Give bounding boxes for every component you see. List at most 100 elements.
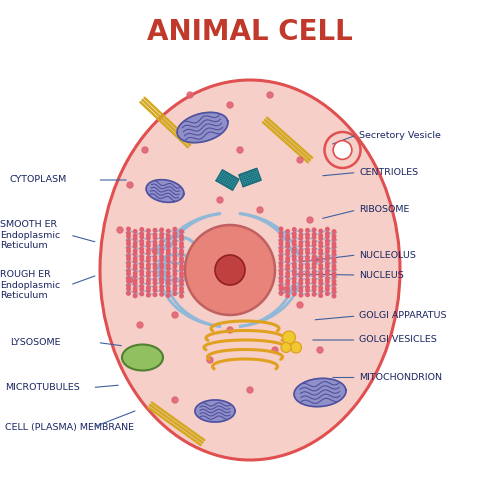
Circle shape [134, 274, 137, 278]
Circle shape [332, 260, 336, 264]
Text: CELL (PLASMA) MEMBRANE: CELL (PLASMA) MEMBRANE [5, 423, 134, 432]
Circle shape [292, 280, 296, 283]
Circle shape [166, 267, 170, 270]
Circle shape [146, 266, 150, 270]
Circle shape [299, 256, 302, 260]
Circle shape [173, 284, 176, 288]
Circle shape [127, 272, 130, 276]
Circle shape [299, 274, 302, 278]
Circle shape [326, 254, 329, 258]
Circle shape [180, 257, 183, 260]
Circle shape [332, 264, 336, 268]
Circle shape [306, 293, 309, 296]
Circle shape [173, 262, 176, 266]
Circle shape [286, 294, 290, 298]
Circle shape [160, 236, 164, 239]
Circle shape [173, 270, 176, 273]
Circle shape [306, 228, 309, 232]
Circle shape [326, 247, 329, 250]
Circle shape [312, 285, 316, 288]
Circle shape [332, 257, 336, 260]
Circle shape [319, 294, 322, 298]
Circle shape [166, 249, 170, 252]
Circle shape [292, 254, 296, 258]
Circle shape [282, 287, 288, 293]
Circle shape [180, 280, 183, 283]
Circle shape [286, 244, 290, 248]
Circle shape [279, 239, 283, 242]
Circle shape [286, 282, 290, 286]
Circle shape [319, 286, 322, 290]
Circle shape [332, 280, 336, 283]
Circle shape [153, 281, 157, 284]
Circle shape [140, 242, 143, 246]
Circle shape [299, 259, 302, 262]
Circle shape [279, 269, 283, 272]
Circle shape [160, 250, 164, 254]
Circle shape [299, 266, 302, 270]
Text: SMOOTH ER
Endoplasmic
Reticulum: SMOOTH ER Endoplasmic Reticulum [0, 220, 60, 250]
Circle shape [134, 264, 137, 268]
Circle shape [180, 234, 183, 238]
Circle shape [319, 290, 322, 293]
Ellipse shape [100, 80, 400, 460]
Circle shape [160, 258, 164, 262]
Circle shape [317, 347, 323, 353]
Circle shape [140, 258, 143, 261]
Circle shape [140, 277, 143, 280]
Circle shape [326, 262, 329, 266]
Circle shape [127, 254, 130, 258]
Circle shape [312, 255, 316, 258]
Circle shape [134, 279, 137, 282]
Circle shape [137, 322, 143, 328]
Circle shape [324, 132, 360, 168]
Circle shape [173, 258, 176, 261]
Circle shape [140, 284, 143, 288]
Circle shape [290, 342, 302, 353]
Circle shape [153, 251, 157, 254]
Circle shape [146, 294, 150, 297]
Circle shape [153, 244, 157, 247]
Circle shape [146, 271, 150, 274]
Circle shape [319, 267, 322, 270]
Circle shape [319, 264, 322, 268]
Circle shape [180, 290, 183, 294]
Circle shape [127, 269, 130, 272]
Circle shape [306, 251, 309, 254]
Circle shape [306, 288, 309, 292]
Circle shape [292, 262, 296, 266]
Circle shape [306, 233, 309, 236]
Circle shape [134, 282, 137, 286]
Circle shape [140, 262, 143, 266]
Circle shape [160, 228, 164, 232]
Circle shape [166, 264, 170, 268]
Circle shape [292, 228, 296, 231]
Circle shape [286, 230, 290, 233]
Circle shape [307, 217, 313, 223]
Circle shape [247, 387, 253, 393]
Circle shape [134, 256, 137, 260]
Circle shape [180, 264, 183, 268]
Circle shape [153, 274, 157, 277]
Text: CENTRIOLES: CENTRIOLES [359, 168, 418, 177]
Circle shape [319, 256, 322, 260]
Circle shape [140, 265, 143, 268]
Circle shape [326, 228, 329, 231]
Circle shape [332, 294, 336, 298]
Circle shape [286, 237, 290, 240]
Circle shape [146, 244, 150, 248]
Circle shape [292, 258, 296, 261]
Circle shape [306, 244, 309, 247]
Circle shape [166, 272, 170, 275]
Circle shape [127, 232, 130, 235]
Circle shape [299, 278, 302, 282]
Circle shape [292, 272, 296, 276]
Circle shape [127, 276, 130, 280]
Circle shape [312, 236, 316, 239]
Circle shape [207, 357, 213, 363]
Circle shape [166, 274, 170, 278]
Circle shape [166, 290, 170, 293]
Circle shape [312, 232, 316, 236]
Circle shape [279, 257, 283, 260]
Circle shape [160, 273, 164, 276]
